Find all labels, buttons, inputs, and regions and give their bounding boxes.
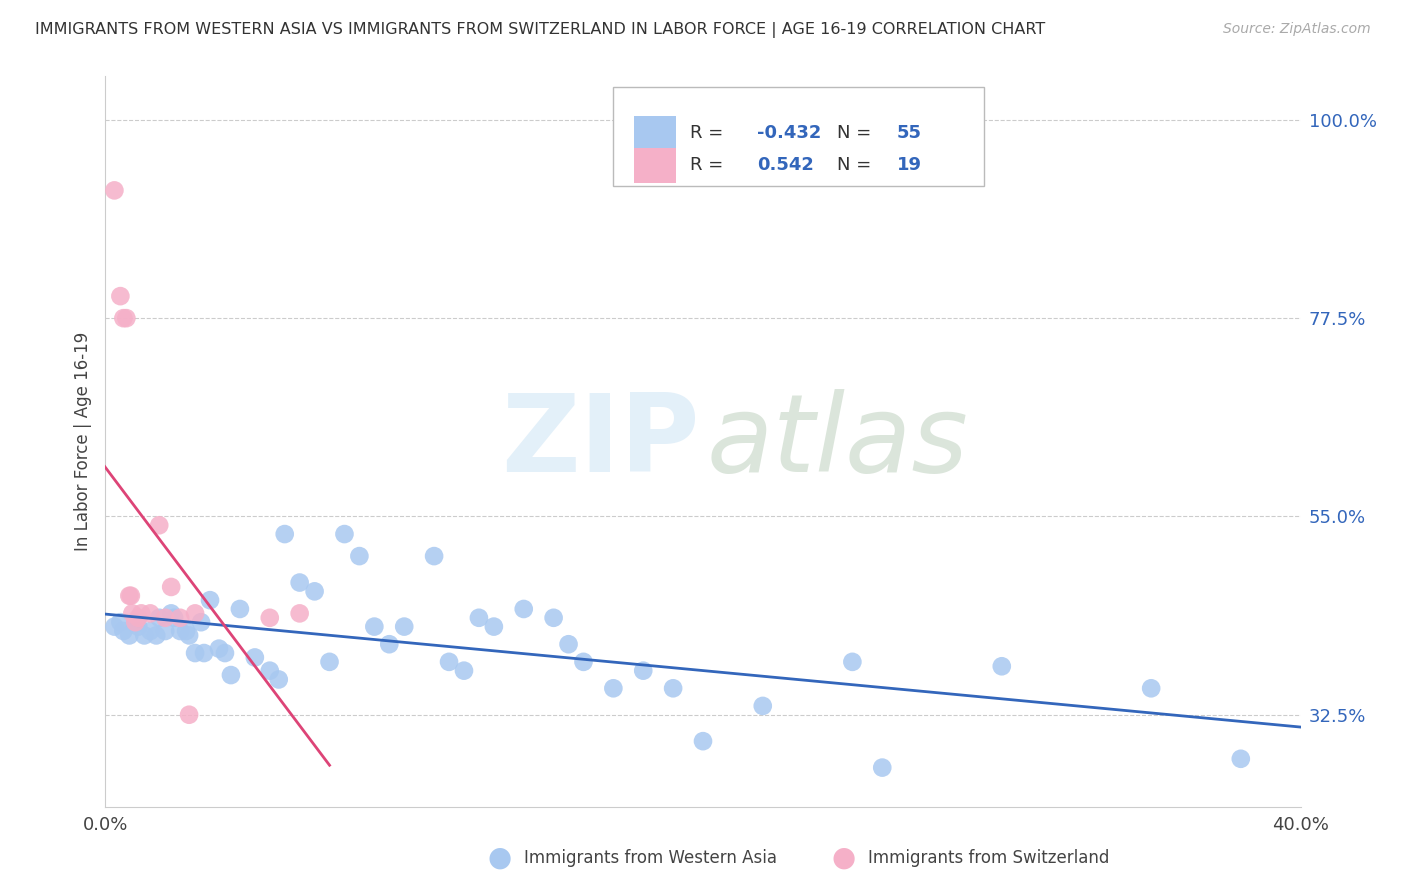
Point xyxy=(169,611,191,625)
Text: Immigrants from Western Asia: Immigrants from Western Asia xyxy=(524,849,778,867)
Point xyxy=(190,615,212,630)
Point xyxy=(304,584,326,599)
Point xyxy=(423,549,446,563)
Point xyxy=(177,707,201,722)
Point xyxy=(121,607,143,621)
Point xyxy=(139,624,162,638)
Point xyxy=(513,602,536,616)
Point xyxy=(482,619,505,633)
Point xyxy=(1140,681,1163,696)
Point xyxy=(363,619,385,633)
Point xyxy=(288,607,311,621)
Point xyxy=(177,628,201,642)
Point xyxy=(160,580,183,594)
Text: ZIP: ZIP xyxy=(501,389,699,494)
Point xyxy=(155,611,177,625)
Point xyxy=(155,624,177,638)
Point xyxy=(174,624,197,638)
Point xyxy=(692,734,714,748)
Point xyxy=(572,655,595,669)
Point xyxy=(872,761,894,775)
Point xyxy=(229,602,252,616)
Text: R =: R = xyxy=(690,156,728,175)
Point xyxy=(112,311,135,326)
Point xyxy=(273,527,295,541)
Point xyxy=(118,589,141,603)
Point xyxy=(288,575,311,590)
Point xyxy=(259,611,281,625)
Point xyxy=(124,615,146,630)
Text: 19: 19 xyxy=(897,156,921,175)
Point xyxy=(110,615,132,630)
Point xyxy=(333,527,356,541)
Point xyxy=(557,637,579,651)
Point xyxy=(118,628,141,642)
Point xyxy=(662,681,685,696)
Point xyxy=(198,593,221,607)
Point xyxy=(453,664,475,678)
Point xyxy=(110,289,132,303)
Point xyxy=(259,664,281,678)
Point xyxy=(378,637,401,651)
Point xyxy=(124,615,146,630)
Point xyxy=(148,611,170,625)
Point xyxy=(267,673,290,687)
Text: N =: N = xyxy=(837,156,877,175)
Point xyxy=(214,646,236,660)
Point xyxy=(633,664,655,678)
Text: Source: ZipAtlas.com: Source: ZipAtlas.com xyxy=(1223,22,1371,37)
Bar xyxy=(634,116,675,151)
FancyBboxPatch shape xyxy=(613,87,984,186)
Point xyxy=(1229,752,1253,766)
Point xyxy=(219,668,242,682)
Point xyxy=(127,619,149,633)
Point xyxy=(169,624,191,638)
Point xyxy=(193,646,215,660)
Point xyxy=(145,628,167,642)
Text: ●: ● xyxy=(831,844,856,872)
Point xyxy=(394,619,416,633)
Point xyxy=(112,624,135,638)
Point xyxy=(243,650,266,665)
Text: 0.542: 0.542 xyxy=(756,156,814,175)
Point xyxy=(129,607,153,621)
Text: 55: 55 xyxy=(897,124,921,143)
Point xyxy=(120,589,142,603)
Point xyxy=(160,607,183,621)
Point xyxy=(990,659,1012,673)
Point xyxy=(139,607,162,621)
Text: -0.432: -0.432 xyxy=(756,124,821,143)
Point xyxy=(349,549,371,563)
Point xyxy=(841,655,863,669)
Text: N =: N = xyxy=(837,124,877,143)
Point xyxy=(468,611,491,625)
Point xyxy=(437,655,460,669)
Point xyxy=(184,607,207,621)
Y-axis label: In Labor Force | Age 16-19: In Labor Force | Age 16-19 xyxy=(73,332,91,551)
Point xyxy=(751,698,773,713)
Point xyxy=(543,611,565,625)
Point xyxy=(127,611,149,625)
Text: ●: ● xyxy=(486,844,512,872)
Point xyxy=(148,518,170,533)
Text: IMMIGRANTS FROM WESTERN ASIA VS IMMIGRANTS FROM SWITZERLAND IN LABOR FORCE | AGE: IMMIGRANTS FROM WESTERN ASIA VS IMMIGRAN… xyxy=(35,22,1046,38)
Point xyxy=(115,311,138,326)
Point xyxy=(134,628,156,642)
Text: Immigrants from Switzerland: Immigrants from Switzerland xyxy=(868,849,1109,867)
Point xyxy=(318,655,340,669)
Point xyxy=(184,646,207,660)
Point xyxy=(103,619,125,633)
Bar xyxy=(634,148,675,183)
Point xyxy=(208,641,231,656)
Text: atlas: atlas xyxy=(707,389,969,494)
Point xyxy=(103,183,125,197)
Point xyxy=(602,681,624,696)
Text: R =: R = xyxy=(690,124,728,143)
Point xyxy=(163,611,186,625)
